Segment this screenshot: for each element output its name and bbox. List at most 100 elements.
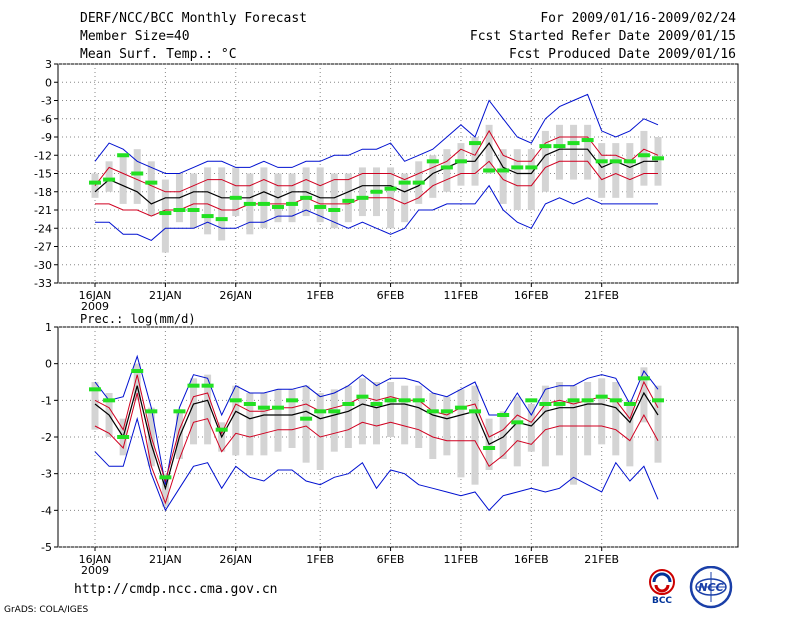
spread-box: [457, 389, 465, 478]
observed-marker: [159, 475, 172, 480]
spread-box: [105, 161, 113, 192]
produced-date: Fcst Produced Date 2009/01/16: [509, 47, 736, 62]
spread-box: [175, 411, 183, 459]
spread-box: [147, 161, 155, 217]
observed-marker: [103, 177, 116, 182]
y-tick-label: 1: [45, 321, 52, 334]
spread-box: [204, 167, 212, 235]
spread-box: [232, 385, 240, 456]
spread-box: [499, 149, 507, 204]
member-size: Member Size=40: [80, 29, 190, 44]
spread-box: [555, 124, 563, 180]
spread-box: [640, 130, 648, 186]
spread-box: [485, 124, 493, 174]
observed-marker: [483, 168, 496, 173]
x-tick-sublabel: 2009: [81, 564, 109, 577]
observed-marker: [426, 409, 439, 414]
series-p75: [94, 129, 659, 193]
observed-marker: [229, 195, 242, 200]
observed-marker: [328, 208, 341, 212]
observed-marker: [553, 402, 566, 406]
observed-marker: [454, 405, 467, 410]
spread-box: [232, 167, 240, 217]
spread-box: [133, 149, 141, 204]
spread-box: [471, 385, 479, 485]
series-min: [95, 184, 658, 241]
observed-marker: [229, 398, 242, 403]
y-tick-label: 0: [45, 76, 52, 89]
observed-marker: [159, 211, 172, 216]
observed-marker: [652, 156, 664, 161]
observed-marker: [328, 409, 341, 414]
series-mean: [94, 385, 659, 491]
observed-marker: [173, 409, 186, 414]
spread-box: [415, 385, 423, 448]
observed-marker: [469, 141, 482, 146]
spread-box: [344, 173, 352, 223]
observed-marker: [398, 398, 411, 403]
spread-box: [584, 382, 592, 456]
y-tick-label: -3: [41, 95, 52, 108]
y-tick-label: -5: [41, 541, 52, 554]
spread-box: [204, 374, 212, 445]
spread-box: [344, 385, 352, 448]
grads-credit: GrADS: COLA/IGES: [4, 605, 89, 615]
observed-marker: [243, 201, 256, 206]
spread-box: [401, 173, 409, 223]
observed-marker: [201, 214, 214, 219]
source-url[interactable]: http://cmdp.ncc.cma.gov.cn: [74, 582, 278, 597]
x-tick-label: 11FEB: [444, 553, 479, 566]
y-tick-label: -3: [41, 468, 52, 481]
svg-text:NCC: NCC: [698, 581, 723, 594]
observed-marker: [117, 153, 130, 158]
spread-box: [401, 385, 409, 445]
observed-marker: [623, 402, 636, 406]
svg-text:BCC: BCC: [652, 596, 672, 606]
observed-marker: [257, 405, 270, 410]
panel-2-title: Prec.: log(mm/d): [80, 312, 196, 326]
x-tick-label: 26JAN: [219, 289, 252, 302]
observed-marker: [356, 394, 369, 399]
x-tick-label: 16FEB: [514, 553, 549, 566]
spread-box: [119, 155, 127, 204]
y-tick-label: -2: [41, 431, 52, 444]
observed-marker: [131, 369, 144, 373]
observed-marker: [145, 409, 158, 414]
observed-marker: [469, 409, 482, 414]
observed-marker: [581, 398, 594, 403]
spread-box: [443, 396, 451, 456]
series-p75: [94, 374, 659, 483]
series-p25: [94, 392, 659, 505]
x-tick-label: 21FEB: [584, 553, 619, 566]
spread-box: [513, 149, 521, 210]
spread-box: [598, 143, 606, 198]
spread-box: [373, 382, 380, 445]
observed-marker: [595, 159, 608, 164]
observed-marker: [398, 180, 411, 185]
spread-box: [570, 124, 578, 180]
observed-marker: [440, 165, 453, 170]
observed-marker: [567, 398, 580, 403]
observed-marker: [525, 165, 538, 170]
spread-box: [570, 385, 578, 485]
y-tick-label: -33: [34, 277, 52, 290]
y-tick-label: -30: [34, 259, 52, 272]
panel-2: [54, 326, 739, 551]
observed-marker: [145, 180, 158, 185]
spread-box: [429, 393, 437, 459]
y-tick-label: -4: [41, 504, 52, 517]
spread-box: [330, 389, 338, 452]
observed-marker: [567, 141, 580, 146]
observed-marker: [215, 427, 228, 432]
spread-box: [527, 404, 535, 452]
y-tick-label: 0: [45, 358, 52, 371]
observed-marker: [609, 398, 622, 403]
observed-marker: [356, 195, 369, 200]
spread-box: [91, 382, 99, 430]
observed-marker: [426, 159, 439, 164]
spread-box: [626, 400, 634, 467]
observed-marker: [609, 159, 622, 164]
observed-marker: [440, 409, 453, 414]
observed-marker: [637, 376, 650, 381]
spread-box: [527, 149, 535, 210]
